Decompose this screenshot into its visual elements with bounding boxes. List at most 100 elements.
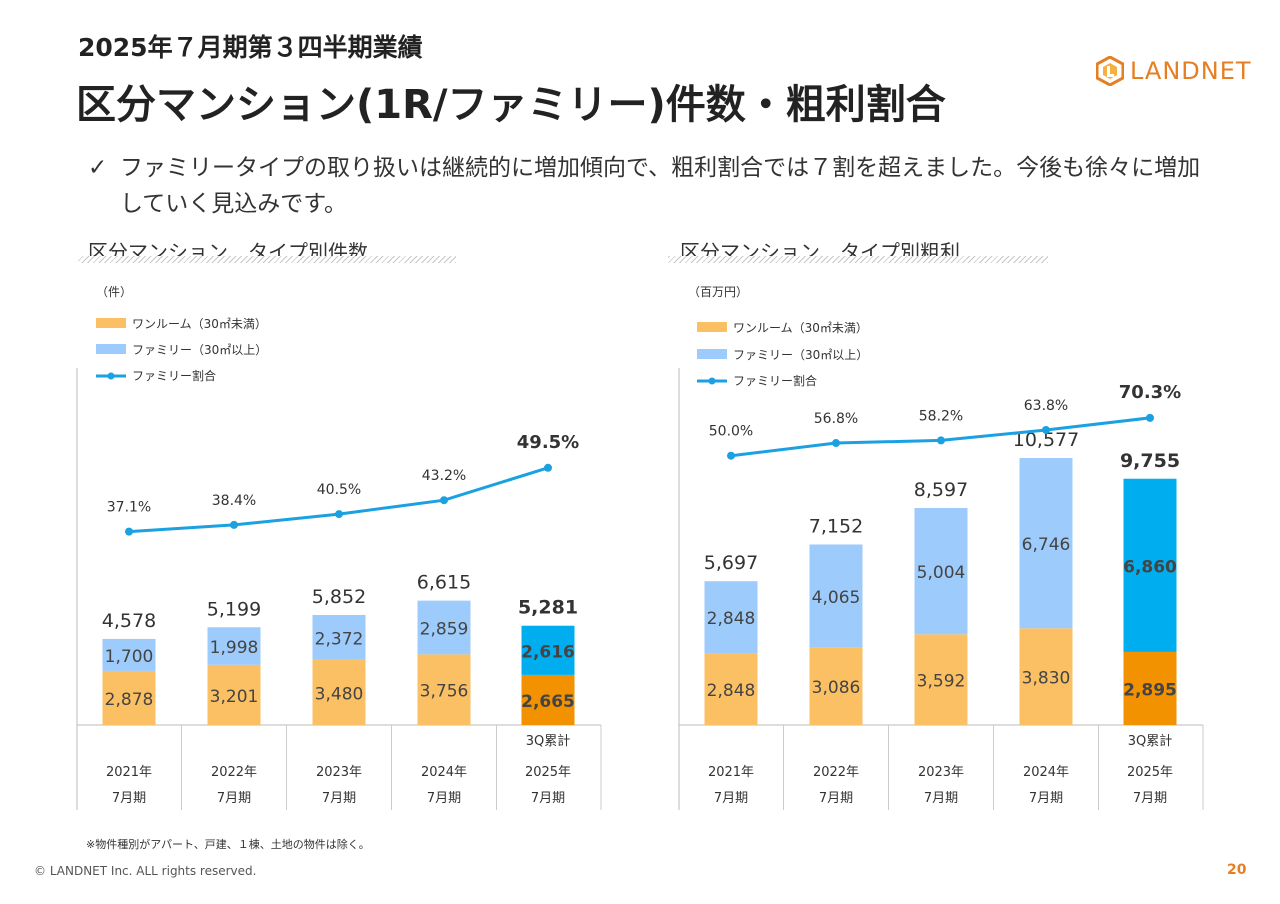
bar-oneroom (914, 634, 968, 725)
ratio-label: 40.5% (317, 482, 361, 498)
report-subtitle: 2025年７月期第３四半期業績 (78, 33, 423, 62)
data-label-family: 6,746 (1022, 535, 1071, 555)
unit-label: （件） (96, 285, 132, 299)
legend-swatch (96, 318, 126, 328)
category-label: 2022年 (211, 765, 257, 780)
category-label: 7月期 (1133, 791, 1167, 806)
bar-oneroom (704, 653, 758, 725)
legend-marker (708, 377, 716, 385)
ratio-label: 70.3% (1119, 382, 1181, 403)
ratio-label: 56.8% (814, 411, 858, 427)
legend-marker (107, 372, 115, 380)
total-label: 9,755 (1120, 450, 1180, 472)
category-label: 7月期 (217, 791, 251, 806)
category-label: 2024年 (1023, 765, 1069, 780)
total-label: 10,577 (1013, 429, 1079, 451)
section-underline (668, 256, 1048, 263)
data-label-family: 2,616 (521, 642, 575, 662)
category-label: 2023年 (918, 765, 964, 780)
data-label-oneroom: 3,756 (420, 682, 469, 702)
legend-label: ファミリー（30㎡以上） (733, 348, 868, 362)
category-label: 7月期 (819, 791, 853, 806)
ratio-label: 50.0% (709, 424, 753, 440)
legend-swatch (697, 349, 727, 359)
ratio-point (230, 520, 238, 529)
data-label-oneroom: 3,592 (917, 672, 966, 692)
legend-swatch (697, 322, 727, 332)
ratio-point (440, 496, 448, 505)
summary-bullet: ✓ ファミリータイプの取り扱いは継続的に増加傾向で、粗利割合では７割を超えました… (88, 150, 1218, 222)
category-label: 2025年 (1127, 765, 1173, 780)
profit-chart: （百万円） ワンルーム（30㎡未満） ファミリー（30㎡以上） ファミリー割合 2,84… (678, 285, 1204, 810)
ratio-point (335, 510, 343, 519)
category-label: 2022年 (813, 765, 859, 780)
category-label: 7月期 (1029, 791, 1063, 806)
total-label: 8,597 (914, 479, 968, 501)
bar-oneroom (521, 674, 575, 725)
section-underline (78, 256, 456, 263)
bar-family (521, 625, 575, 675)
page-number: 20 (1227, 862, 1247, 878)
bar-family (704, 581, 758, 654)
ratio-point (125, 527, 133, 536)
total-label: 6,615 (417, 572, 471, 594)
data-label-oneroom: 2,665 (521, 692, 575, 712)
bar-family (417, 600, 471, 655)
bar-family (102, 638, 156, 671)
summary-text: ファミリータイプの取り扱いは継続的に増加傾向で、粗利割合では７割を超えました。今… (120, 155, 1201, 217)
category-label: 2021年 (708, 765, 754, 780)
category-label: 2021年 (106, 765, 152, 780)
data-label-oneroom: 3,480 (315, 684, 364, 704)
ratio-point (727, 451, 735, 460)
category-label: 3Q累計 (526, 733, 571, 749)
ratio-label: 49.5% (517, 432, 579, 453)
legend-label: ワンルーム（30㎡未満） (132, 317, 267, 331)
data-label-family: 4,065 (812, 588, 861, 608)
copyright: © LANDNET Inc. ALL rights reserved. (34, 864, 257, 878)
data-label-family: 2,372 (315, 629, 364, 649)
ratio-label: 58.2% (919, 408, 963, 424)
data-label-family: 5,004 (917, 563, 966, 583)
data-label-oneroom: 3,086 (812, 678, 861, 698)
ratio-point (1042, 425, 1050, 434)
bar-oneroom (809, 647, 863, 725)
category-label: 7月期 (924, 791, 958, 806)
category-label: 7月期 (112, 791, 146, 806)
total-label: 7,152 (809, 515, 863, 537)
bar-oneroom (1019, 628, 1073, 725)
bar-family (914, 508, 968, 635)
category-label: 7月期 (322, 791, 356, 806)
ratio-point (1146, 413, 1154, 422)
category-label: 7月期 (531, 791, 565, 806)
category-label: 7月期 (714, 791, 748, 806)
data-label-family: 2,859 (420, 620, 469, 640)
footnote: ※物件種別がアパート、戸建、１棟、土地の物件は除く。 (86, 838, 370, 851)
data-label-oneroom: 3,201 (210, 687, 259, 707)
category-label: 7月期 (427, 791, 461, 806)
category-label: 2023年 (316, 765, 362, 780)
ratio-point (832, 439, 840, 448)
legend-label: ファミリー割合 (132, 368, 216, 383)
bar-family (207, 627, 261, 665)
data-label-oneroom: 2,895 (1123, 680, 1177, 700)
category-label: 2024年 (421, 765, 467, 780)
data-label-family: 2,848 (707, 609, 756, 629)
ratio-label: 43.2% (422, 468, 466, 484)
logo-text: LANDNET (1130, 57, 1252, 85)
bar-oneroom (312, 659, 366, 725)
category-label: 3Q累計 (1128, 733, 1173, 749)
page-title: 区分マンション(1R/ファミリー)件数・粗利割合 (76, 82, 946, 128)
ratio-point (937, 436, 945, 445)
data-label-family: 1,700 (105, 647, 154, 667)
total-label: 5,852 (312, 586, 366, 608)
bar-oneroom (417, 654, 471, 725)
total-label: 5,281 (518, 597, 578, 619)
total-label: 4,578 (102, 610, 156, 632)
bar-family (809, 544, 863, 648)
ratio-label: 37.1% (107, 500, 151, 516)
data-label-oneroom: 3,830 (1022, 669, 1071, 689)
legend-label: ファミリー割合 (733, 373, 817, 388)
bar-oneroom (1123, 651, 1177, 725)
category-label: 2025年 (525, 765, 571, 780)
bar-family (1123, 478, 1177, 652)
